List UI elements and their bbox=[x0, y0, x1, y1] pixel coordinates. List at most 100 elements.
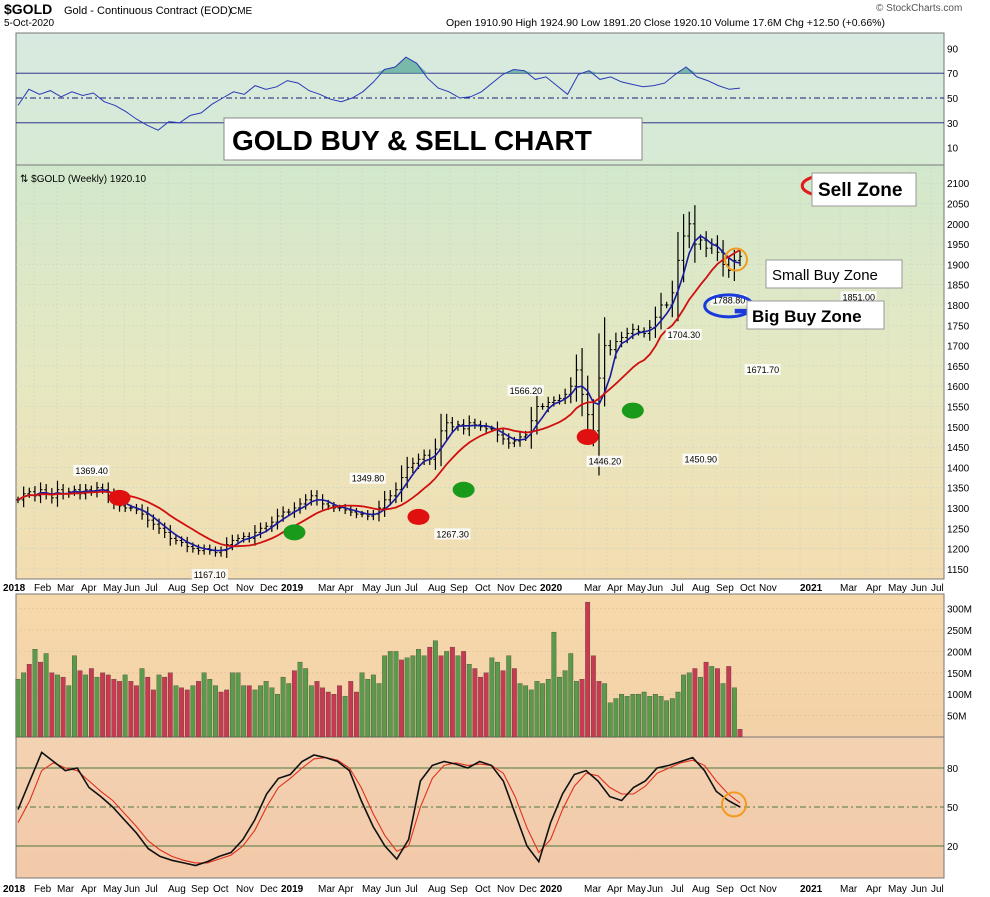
x-tick-label-price: Apr bbox=[607, 583, 623, 594]
volume-bar bbox=[427, 646, 433, 738]
volume-bar bbox=[382, 655, 388, 738]
volume-bar bbox=[416, 649, 421, 738]
x-tick-label-bottom: Mar bbox=[318, 884, 336, 895]
volume-bar bbox=[246, 685, 252, 738]
price-y-tick: 1950 bbox=[947, 240, 970, 251]
instrument-name: Gold - Continuous Contract (EOD) bbox=[64, 5, 232, 17]
x-tick-label-bottom: Nov bbox=[759, 884, 777, 895]
x-tick-label-bottom: Apr bbox=[81, 884, 97, 895]
annotation-label: 1788.80 bbox=[713, 295, 746, 305]
x-tick-label-bottom: 2021 bbox=[800, 884, 823, 895]
rsi-layer bbox=[16, 56, 944, 131]
volume-bar bbox=[162, 676, 168, 738]
price-bar bbox=[630, 323, 635, 340]
volume-bar bbox=[568, 653, 574, 738]
x-tick-label-bottom: Mar bbox=[840, 884, 858, 895]
x-tick-label-price: Jul bbox=[931, 583, 944, 594]
zone-labels: Sell Zone Small Buy Zone Big Buy Zone bbox=[746, 172, 917, 330]
volume-bar bbox=[235, 672, 241, 738]
price-bar bbox=[298, 498, 303, 514]
volume-bar bbox=[156, 674, 162, 738]
volume-bar bbox=[26, 664, 32, 738]
volume-bar bbox=[500, 670, 506, 738]
price-bar bbox=[433, 438, 438, 470]
volume-bar bbox=[337, 685, 342, 738]
price-y-tick: 1450 bbox=[947, 443, 970, 454]
volume-bar bbox=[495, 661, 500, 738]
price-y-tick: 1650 bbox=[947, 362, 970, 373]
x-tick-label-bottom: May bbox=[627, 884, 646, 895]
price-bar bbox=[275, 508, 280, 530]
price-bar bbox=[664, 301, 669, 309]
volume-bar bbox=[196, 681, 201, 738]
stochastic-y-tick: 80 bbox=[947, 764, 959, 775]
volume-bar bbox=[647, 696, 653, 738]
price-y-tick: 1850 bbox=[947, 281, 970, 292]
stochastic-d-line bbox=[17, 757, 741, 864]
x-tick-label-price: 2018 bbox=[3, 583, 26, 594]
rsi-y-tick: 10 bbox=[947, 144, 959, 155]
value-annotation: 1788.80 bbox=[710, 294, 747, 306]
x-tick-label-bottom: Jul bbox=[671, 884, 684, 895]
volume-bar bbox=[686, 672, 692, 738]
price-y-tick: 2000 bbox=[947, 220, 970, 231]
sell-zone-label: Sell Zone bbox=[818, 180, 902, 201]
rsi-line bbox=[17, 56, 741, 131]
x-tick-label-price: Nov bbox=[759, 583, 777, 594]
value-annotation: 1369.40 bbox=[73, 464, 110, 476]
volume-bar bbox=[308, 685, 314, 738]
ohlc-readout: Open 1910.90 High 1924.90 Low 1891.20 Cl… bbox=[446, 17, 885, 29]
annotation-bg bbox=[744, 363, 781, 375]
x-tick-label-price: Dec bbox=[260, 583, 278, 594]
stochastic-current-ring bbox=[721, 791, 747, 818]
annotation-label: 1704.30 bbox=[668, 330, 701, 340]
price-legend: ⇅ $GOLD (Weekly) 1920.10 bbox=[20, 174, 146, 185]
price-bar bbox=[388, 490, 393, 506]
volume-bar bbox=[275, 694, 280, 738]
x-tick-label-bottom: Aug bbox=[168, 884, 186, 895]
volume-bar bbox=[619, 694, 624, 738]
x-tick-label-price: Mar bbox=[318, 583, 336, 594]
x-tick-label-bottom: May bbox=[103, 884, 122, 895]
x-tick-label-bottom: Jul bbox=[405, 884, 418, 895]
stochastic-y-tick: 50 bbox=[947, 803, 959, 814]
x-tick-label-bottom: 2020 bbox=[540, 884, 563, 895]
annotation-label: 1267.30 bbox=[436, 529, 469, 539]
volume-bar bbox=[100, 672, 106, 738]
volume-bar bbox=[55, 674, 60, 738]
x-tick-label-price: Aug bbox=[692, 583, 710, 594]
price-bar bbox=[444, 413, 449, 440]
x-tick-label-bottom: Aug bbox=[692, 884, 710, 895]
volume-bar bbox=[455, 655, 461, 738]
volume-bar bbox=[641, 691, 647, 738]
volume-bar bbox=[715, 668, 720, 738]
volume-bar bbox=[60, 676, 66, 738]
volume-bar bbox=[540, 683, 545, 738]
price-bar bbox=[269, 516, 274, 532]
volume-bar bbox=[150, 689, 156, 738]
value-annotation: 1167.10 bbox=[191, 568, 228, 580]
x-tick-label-price: May bbox=[362, 583, 381, 594]
x-tick-label-price: Jul bbox=[671, 583, 684, 594]
price-bar bbox=[501, 429, 506, 445]
volume-bar bbox=[320, 687, 325, 738]
x-tick-label-bottom: Sep bbox=[716, 884, 734, 895]
volume-bar bbox=[596, 681, 602, 738]
x-tick-label-price: Oct bbox=[213, 583, 229, 594]
x-tick-label-price: Jun bbox=[385, 583, 401, 594]
volume-bar bbox=[669, 698, 675, 738]
price-bar bbox=[534, 392, 539, 435]
volume-bar bbox=[252, 689, 258, 738]
volume-bar bbox=[224, 689, 230, 738]
volume-bar bbox=[72, 655, 77, 738]
chart-header: $GOLD Gold - Continuous Contract (EOD) C… bbox=[4, 1, 962, 29]
volume-bar bbox=[269, 687, 275, 738]
price-panel bbox=[15, 164, 945, 580]
volume-bar bbox=[698, 676, 703, 738]
price-bar bbox=[518, 431, 523, 447]
volume-bar bbox=[528, 689, 534, 738]
x-tick-label-bottom: Jun bbox=[385, 884, 401, 895]
volume-bar bbox=[111, 679, 117, 738]
annotation-bg bbox=[840, 291, 877, 303]
annotation-bg bbox=[191, 568, 228, 580]
